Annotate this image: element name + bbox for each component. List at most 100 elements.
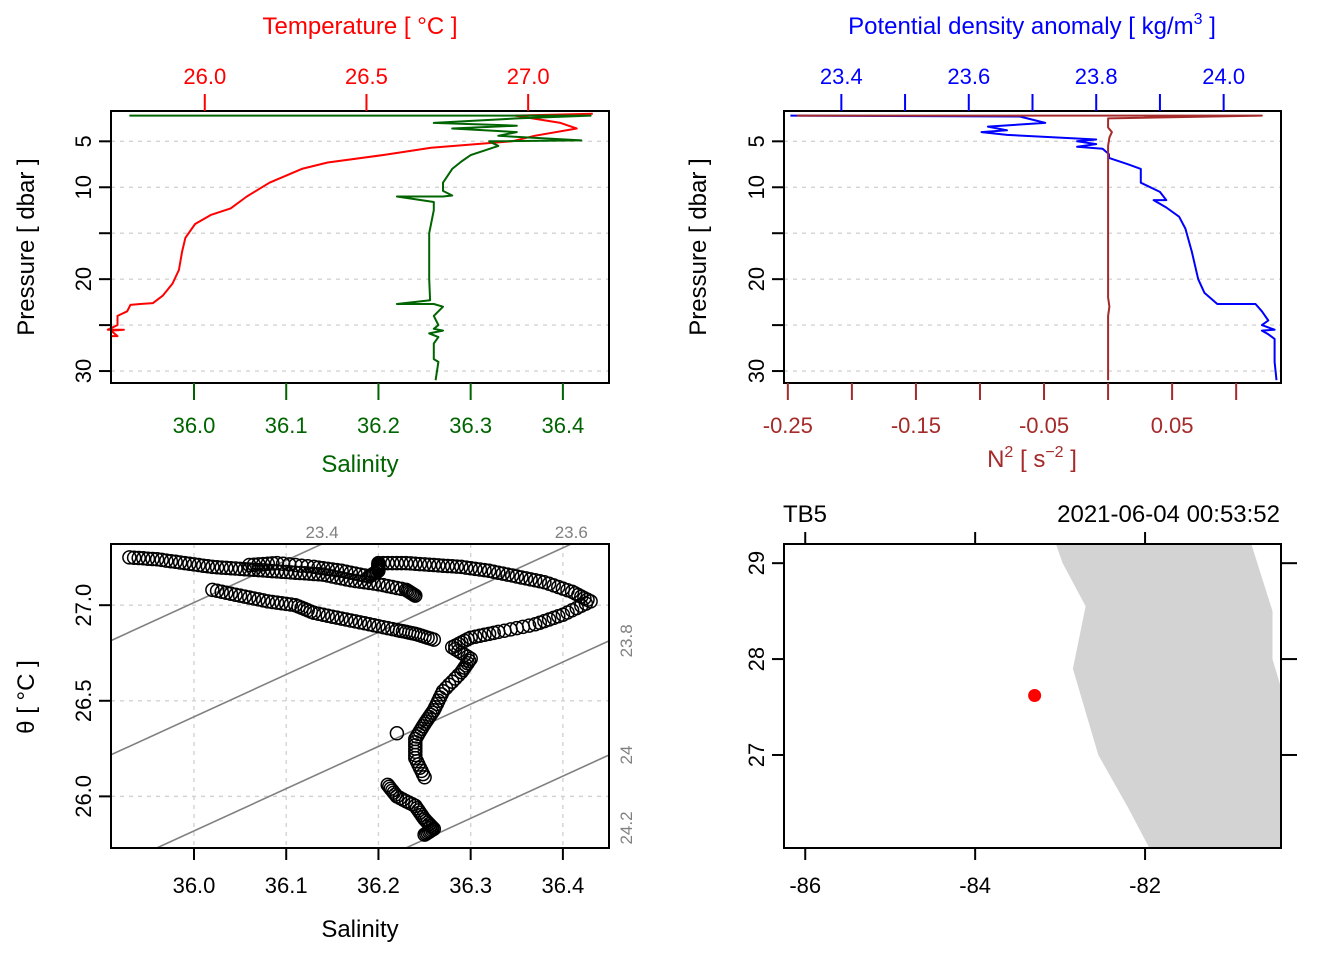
isopycnal-label: 23.6 xyxy=(555,523,588,542)
ts-point xyxy=(426,557,442,573)
ts-point xyxy=(388,787,403,802)
y-tick-label: 20 xyxy=(744,267,769,291)
bottom-tick-label: 36.4 xyxy=(541,413,584,438)
ts-point xyxy=(454,559,469,575)
p2-density-axis-title: Potential density anomaly [ kg/m3 ] xyxy=(848,11,1216,40)
ts-point xyxy=(265,594,280,610)
x-tick-label: 36.2 xyxy=(357,873,400,898)
bottom-tick-label: 36.1 xyxy=(265,413,308,438)
bottom-tick-label: 36.2 xyxy=(357,413,400,438)
panel-station-map: -86 -84 -82 27 28 29 TB5 2021-06-04 00:53:52 xyxy=(744,501,1297,898)
panel-density-n2-profile: 5 10 20 30 23.4 23.6 23.8 24.0 -0.25 -0.15 -0.05… xyxy=(685,11,1282,473)
p1-salinity-axis-title: Salinity xyxy=(321,451,398,478)
bottom-tick-label: -0.15 xyxy=(891,413,941,438)
ts-point xyxy=(246,557,262,572)
top-tick-label: 24.0 xyxy=(1202,64,1245,89)
ts-point xyxy=(325,562,340,577)
p1-pressure-axis-title: Pressure [ dbar ] xyxy=(13,158,40,335)
p4-plot-frame xyxy=(783,543,1282,849)
ts-point xyxy=(223,560,239,576)
top-tick-label: 26.0 xyxy=(183,64,226,89)
map-station-time: 2021-06-04 00:53:52 xyxy=(1057,501,1280,528)
isopycnal-line xyxy=(111,544,324,642)
ts-point xyxy=(412,556,428,572)
y-tick-label: 27 xyxy=(744,743,769,767)
ts-point xyxy=(455,662,471,678)
x-tick-label: -82 xyxy=(1129,873,1161,898)
p1-salinity-axis: 36.0 36.1 36.2 36.3 36.4 xyxy=(173,383,584,438)
series-line-potential-density-anomaly xyxy=(790,114,1278,381)
ts-point xyxy=(136,551,151,566)
ts-point xyxy=(214,560,229,575)
ts-point xyxy=(320,561,335,577)
isopycnal-label: 24 xyxy=(617,746,636,765)
p2-gridlines xyxy=(784,140,1281,372)
top-tick-label: 26.5 xyxy=(345,64,388,89)
x-tick-label: 36.3 xyxy=(449,873,492,898)
ts-point xyxy=(122,550,137,565)
ts-point xyxy=(265,563,280,579)
x-tick-label: 36.1 xyxy=(265,873,308,898)
p1-y-axis: 5 10 20 30 xyxy=(71,135,111,383)
ts-point xyxy=(274,564,289,579)
ts-point xyxy=(435,558,451,573)
ts-point xyxy=(232,561,248,577)
ts-point xyxy=(398,555,414,571)
x-tick-label: -84 xyxy=(959,873,991,898)
ts-point xyxy=(420,825,435,840)
ts-point xyxy=(380,555,395,571)
p1-temperature-axis-title: Temperature [ °C ] xyxy=(263,13,458,40)
ts-point xyxy=(440,558,455,574)
p2-plot-frame xyxy=(783,110,1282,384)
y-tick-label: 30 xyxy=(71,359,96,383)
ts-point xyxy=(237,561,252,577)
ts-point xyxy=(219,560,234,576)
p1-temperature-axis: 26.0 26.5 27.0 xyxy=(183,64,550,111)
ts-point xyxy=(131,550,146,566)
map-land-polygon xyxy=(1055,544,1281,848)
ts-point xyxy=(421,557,437,572)
top-tick-label: 23.4 xyxy=(820,64,863,89)
y-tick-label: 30 xyxy=(744,359,769,383)
ts-point xyxy=(209,560,225,575)
ts-point xyxy=(403,556,418,571)
ts-point xyxy=(449,559,465,574)
series-line-n2 xyxy=(796,114,1263,381)
bottom-tick-label: 36.0 xyxy=(173,413,216,438)
ts-point xyxy=(405,586,420,601)
ts-point xyxy=(417,827,432,842)
p3-isopycnal-labels: 23.4 23.6 23.8 24 24.2 xyxy=(305,523,636,845)
ts-point xyxy=(389,726,405,741)
ts-point xyxy=(159,553,174,568)
ts-point xyxy=(431,558,446,573)
ts-point xyxy=(186,557,202,572)
ts-point xyxy=(195,558,211,573)
ts-point xyxy=(408,588,423,603)
map-station-marker xyxy=(1028,689,1042,703)
bottom-tick-label: 0.05 xyxy=(1151,413,1194,438)
y-tick-label: 5 xyxy=(71,135,96,147)
ts-point xyxy=(140,551,156,566)
p1-series xyxy=(106,112,593,381)
bottom-tick-label: -0.05 xyxy=(1019,413,1069,438)
ts-point xyxy=(265,556,280,571)
top-tick-label: 23.8 xyxy=(1075,64,1118,89)
y-tick-label: 26.5 xyxy=(71,679,96,722)
y-tick-label: 29 xyxy=(744,551,769,575)
p2-n2-axis-title: N2 [ s−2 ] xyxy=(987,444,1077,473)
ts-point xyxy=(255,556,271,572)
ts-point xyxy=(154,552,169,568)
isopycnal-label: 23.8 xyxy=(617,624,636,657)
ts-point xyxy=(145,551,160,567)
ts-point xyxy=(385,555,400,571)
ts-point xyxy=(191,557,206,573)
ts-point xyxy=(283,597,299,612)
p3-plot-frame xyxy=(110,543,610,849)
ts-point xyxy=(205,559,220,575)
p3-salinity-axis-title: Salinity xyxy=(321,916,398,943)
y-tick-label: 20 xyxy=(71,267,96,291)
y-tick-label: 26.0 xyxy=(71,775,96,818)
ts-point xyxy=(163,553,179,569)
ts-point xyxy=(444,559,460,574)
